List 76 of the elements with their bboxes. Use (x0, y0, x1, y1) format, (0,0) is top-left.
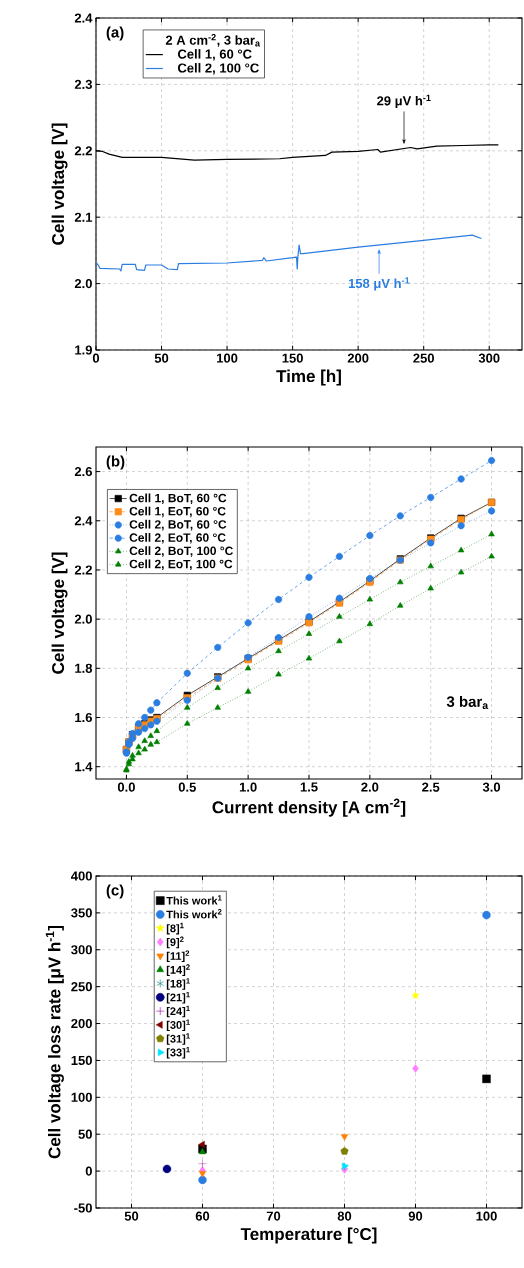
legend-label: Cell 2, EoT, 60 °C (129, 533, 226, 544)
x-axis-title: Time [h] (276, 369, 341, 386)
y-tick-label: 100 (71, 1092, 92, 1102)
y-tick-label: -50 (74, 1203, 92, 1213)
x-tick-label: 0.0 (117, 782, 135, 792)
legend-label: Cell 1, BoT, 60 °C (129, 493, 227, 504)
y-axis-title: Cell voltage loss rate [μV h$^{-1}$] (45, 925, 64, 1159)
legend-label: This work$^{1}$ (166, 895, 222, 905)
legend-label: Cell 2, BoT, 100 °C (129, 546, 233, 557)
legend-label: Cell 1, 60 °C (177, 49, 252, 61)
x-tick-label: 200 (347, 353, 369, 363)
y-tick-label: 300 (71, 945, 92, 955)
x-tick-label: 150 (282, 353, 303, 363)
y-tick-label: 0 (85, 1166, 92, 1176)
x-axis-title: Current density [A cm$^{-2}$] (212, 798, 406, 817)
annotation: (a) (106, 26, 124, 41)
y-tick-label: 2.1 (74, 212, 93, 222)
x-tick-label: 100 (217, 353, 238, 363)
y-tick-label: 2.2 (74, 565, 92, 575)
x-tick-label: 1.0 (239, 782, 257, 792)
x-tick-label: 2.0 (361, 782, 379, 792)
x-tick-label: 1.5 (300, 782, 318, 792)
legend-label: Cell 2, BoT, 60 °C (129, 519, 227, 531)
x-tick-label: 2.5 (422, 782, 440, 792)
y-axis-title: Cell voltage [V] (51, 123, 68, 245)
y-tick-label: 200 (71, 1018, 92, 1029)
x-tick-label: 50 (124, 1211, 139, 1221)
x-tick-label: 100 (476, 1211, 497, 1221)
y-tick-label: 2.4 (74, 13, 93, 23)
y-tick-label: 2.4 (74, 516, 93, 526)
x-tick-label: 80 (337, 1211, 352, 1221)
y-tick-label: 400 (70, 871, 92, 881)
x-tick-label: 250 (413, 353, 434, 363)
x-tick-label: 50 (154, 353, 169, 363)
y-tick-label: 1.6 (75, 712, 92, 723)
legend-label: [31]$^{1}$ (166, 1033, 190, 1045)
x-tick-label: 3.0 (482, 782, 501, 792)
x-tick-label: 60 (195, 1211, 210, 1221)
legend-label: This work$^{2}$ (166, 909, 222, 919)
annotation: (c) (106, 884, 124, 899)
x-tick-label: 70 (266, 1211, 281, 1221)
x-tick-label: 90 (408, 1211, 423, 1221)
y-tick-label: 2.2 (74, 146, 92, 156)
legend-label: [18]$^{1}$ (166, 978, 190, 990)
annotation: (b) (106, 455, 125, 470)
legend-label: [8]$^{1}$ (166, 922, 184, 935)
y-tick-label: 2.3 (74, 79, 92, 90)
legend-label: Cell 2, EoT, 100 °C (129, 559, 233, 570)
y-tick-label: 2.6 (74, 466, 92, 477)
y-tick-label: 150 (71, 1055, 92, 1066)
annotation: 3 bar$_{a}$ (446, 695, 489, 710)
legend-label: [33]$^{1}$ (166, 1047, 190, 1059)
legend-label: [14]$^{2}$ (166, 964, 190, 976)
y-tick-label: 2.0 (74, 278, 92, 289)
legend-label: [11]$^{2}$ (166, 950, 190, 963)
y-tick-label: 350 (71, 908, 92, 918)
x-axis-title: Temperature [°C] (240, 1227, 377, 1244)
legend-title: 2 A cm$^{-2}$, 3 bar$_{a}$ (165, 33, 261, 47)
y-tick-label: 2.0 (74, 614, 92, 624)
annotation: 158 μV h$^{-1}$ (348, 277, 410, 291)
x-tick-label: 300 (478, 353, 500, 363)
y-tick-label: 1.9 (75, 345, 92, 355)
y-tick-label: 250 (71, 982, 92, 992)
y-tick-label: 1.4 (75, 762, 93, 772)
legend-label: [30]$^{1}$ (166, 1019, 190, 1032)
y-tick-label: 50 (78, 1129, 92, 1139)
y-tick-label: 1.8 (75, 663, 93, 673)
legend-label: [24]$^{1}$ (166, 1005, 190, 1018)
x-tick-label: 0 (92, 353, 100, 363)
legend-label: [21]$^{1}$ (166, 991, 190, 1004)
y-axis-title: Cell voltage [V] (51, 552, 68, 674)
legend-label: Cell 2, 100 °C (177, 63, 259, 75)
x-tick-label: 0.5 (178, 782, 196, 792)
annotation: 29 μV h$^{-1}$ (377, 94, 431, 108)
legend-label: Cell 1, EoT, 60 °C (129, 506, 226, 518)
legend-label: [9]$^{2}$ (166, 936, 184, 949)
